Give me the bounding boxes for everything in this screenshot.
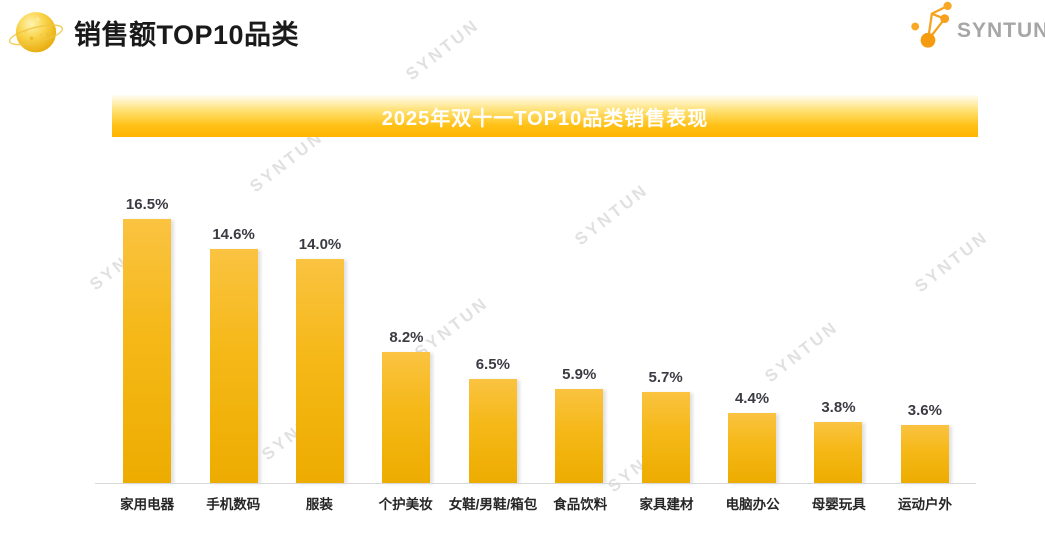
bar <box>900 425 949 483</box>
bar <box>468 379 517 483</box>
bar-column: 16.5% <box>104 192 190 483</box>
bar <box>296 259 345 483</box>
category-label: 运动户外 <box>897 497 952 512</box>
category-label: 家具建材 <box>639 497 694 512</box>
planet-icon <box>8 12 64 53</box>
chart-title: 2025年双十一TOP10品类销售表现 <box>381 107 709 130</box>
bar <box>382 352 431 483</box>
category-label: 女鞋/男鞋/箱包 <box>448 497 538 512</box>
category-label: 母婴玩具 <box>811 497 866 512</box>
value-label: 16.5% <box>125 196 169 213</box>
bar-column: 5.7% <box>622 192 708 483</box>
bar-column: 6.5% <box>450 192 536 483</box>
bar-column: 14.0% <box>277 192 363 483</box>
value-label: 5.7% <box>648 369 683 386</box>
value-label: 3.8% <box>821 399 856 416</box>
value-label: 4.4% <box>734 390 770 407</box>
value-label: 14.0% <box>298 236 342 253</box>
syntun-logo-text: SYNTUN <box>957 19 1045 42</box>
bar <box>555 389 604 483</box>
watermark-syntun: SYNTUN <box>246 127 328 197</box>
x-axis-line <box>95 483 976 484</box>
bar <box>123 219 172 483</box>
bar <box>814 422 863 483</box>
syntun-logo-icon <box>911 1 952 48</box>
category-label: 服装 <box>305 497 333 512</box>
value-label: 14.6% <box>212 226 255 243</box>
value-label: 3.6% <box>907 402 942 419</box>
category-label: 家用电器 <box>120 497 175 512</box>
category-label: 手机数码 <box>206 497 261 512</box>
syntun-logo: SYNTUN <box>895 0 1045 55</box>
category-label: 个护美妆 <box>378 497 433 512</box>
bar-column: 4.4% <box>709 192 795 483</box>
bar-chart: 16.5% 14.6% 14.0% 8.2% 6.5% 5.9% 5.7% 4 <box>104 192 968 483</box>
category-label: 电脑办公 <box>725 497 780 512</box>
category-label: 食品饮料 <box>553 497 608 512</box>
bar <box>209 249 258 483</box>
chart-title-banner: 2025年双十一TOP10品类销售表现 <box>112 95 978 137</box>
page-title: 销售额TOP10品类 <box>74 20 300 50</box>
bar-column: 3.6% <box>882 192 968 483</box>
watermark-syntun: SYNTUN <box>402 15 484 85</box>
bar-column: 8.2% <box>363 192 449 483</box>
category-axis: 家用电器 手机数码 服装 个护美妆 女鞋/男鞋/箱包 食品饮料 家具建材 电脑办… <box>104 493 968 513</box>
bar <box>728 413 777 483</box>
value-label: 5.9% <box>562 366 597 383</box>
bar <box>641 392 690 483</box>
value-label: 8.2% <box>389 329 424 346</box>
value-label: 6.5% <box>475 356 510 373</box>
bar-column: 14.6% <box>190 192 276 483</box>
bar-column: 3.8% <box>795 192 881 483</box>
bar-column: 5.9% <box>536 192 622 483</box>
